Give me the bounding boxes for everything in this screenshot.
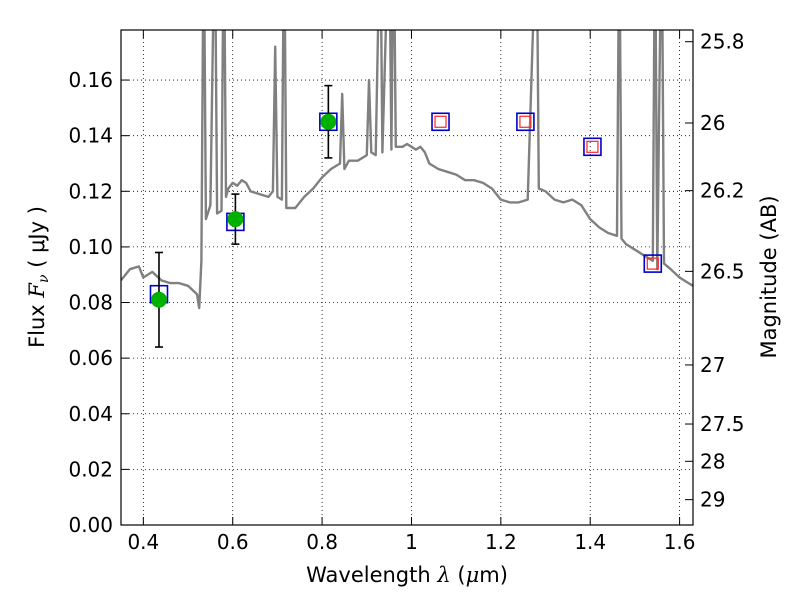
y2-tick-label: 28: [700, 449, 725, 473]
observed-point: [150, 291, 167, 308]
model-point: [583, 137, 602, 157]
y2-axis-title: Magnitude (AB): [757, 195, 781, 358]
x-tick-label: 0.6: [217, 530, 249, 554]
x-axis-unit-rest: m): [479, 563, 508, 587]
y2-tick-label: 25.8: [700, 30, 745, 54]
model-point: [516, 112, 535, 132]
x-tick-label: 1.4: [574, 530, 606, 554]
y-tick-label: 0.04: [68, 402, 113, 426]
photometry-layer: [149, 84, 663, 348]
upper-limit-point: [586, 140, 599, 153]
y-tick-label: 0.00: [68, 513, 113, 537]
sed-template-line: [121, 30, 693, 310]
y2-tick-label: 26: [700, 111, 725, 135]
y2-tick-label: 27: [700, 353, 725, 377]
y2-tick-label: 29: [700, 488, 725, 512]
y-tick-label: 0.06: [68, 346, 113, 370]
x-axis-unit-mu: μ: [466, 563, 480, 587]
x-axis-unit-open: (: [457, 563, 465, 587]
model-point: [643, 254, 663, 273]
x-tick-label: 1: [405, 530, 418, 554]
y2-tick-label: 27.5: [700, 412, 745, 436]
y2-tick-label: 26.5: [700, 259, 745, 283]
upper-limit-point: [646, 257, 659, 270]
grid-lines: [121, 30, 693, 526]
upper-limit-point: [519, 115, 532, 128]
upper-limit-point: [434, 115, 447, 128]
y-tick-label: 0.16: [68, 68, 113, 92]
y-tick-label: 0.10: [68, 235, 113, 259]
x-tick-label: 1.2: [485, 530, 517, 554]
sed-template-layer: [121, 30, 693, 310]
x-axis-title-text: Wavelength: [306, 563, 431, 587]
y2-tick-label: 26.2: [700, 179, 745, 203]
axis-ticks: 0.4 0.6 0.8 1 1.2 1.4 1.6 0.00 0.02 0.04 0.06 0.08 0…: [68, 30, 744, 554]
y-tick-label: 0.14: [68, 124, 113, 148]
x-tick-label: 1.6: [664, 530, 696, 554]
x-tick-label: 0.8: [306, 530, 338, 554]
y-axis-unit: ( μJy ): [25, 206, 49, 268]
y-axis-title: Flux Fν ( μJy ): [25, 206, 52, 348]
y-tick-label: 0.12: [68, 179, 113, 203]
x-axis-symbol: λ: [436, 563, 450, 587]
y-tick-label: 0.02: [68, 457, 113, 481]
y-axis-symbol: F: [25, 282, 49, 299]
x-axis-title: Wavelength λ (μm): [306, 563, 508, 587]
observed-point: [227, 211, 244, 228]
y-axis-subscript: ν: [36, 274, 52, 283]
y-axis-title-text: Flux: [25, 304, 49, 348]
observed-point: [320, 113, 337, 130]
plot-frame: [120, 29, 694, 526]
model-point: [431, 112, 450, 132]
x-tick-label: 0.4: [127, 530, 159, 554]
y-tick-label: 0.08: [68, 291, 113, 315]
